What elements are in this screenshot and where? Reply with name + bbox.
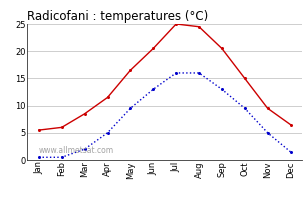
Text: Radicofani : temperatures (°C): Radicofani : temperatures (°C) xyxy=(27,10,209,23)
Text: www.allmetsat.com: www.allmetsat.com xyxy=(38,146,113,155)
